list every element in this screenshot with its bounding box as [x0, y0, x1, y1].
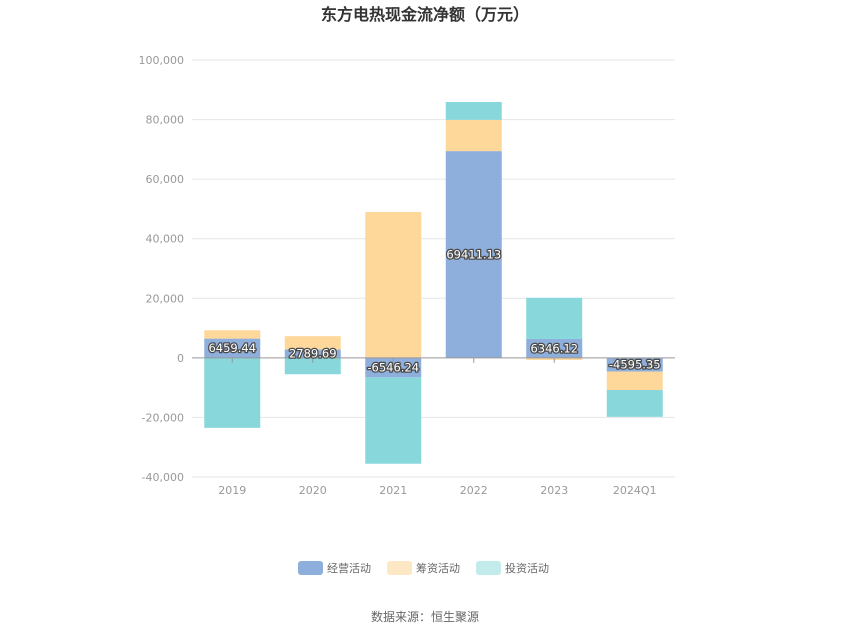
x-tick-label: 2021: [379, 484, 407, 497]
y-tick-label: 100,000: [139, 54, 185, 67]
legend: 经营活动 筹资活动 投资活动: [298, 561, 549, 575]
bar-segment: [204, 338, 261, 358]
bar-segment: [526, 297, 583, 339]
x-tick-label: 2022: [460, 484, 488, 497]
legend-label: 经营活动: [327, 561, 371, 575]
data-label: 69411.13: [446, 247, 501, 261]
legend-label: 筹资活动: [416, 561, 460, 575]
legend-label: 投资活动: [505, 561, 549, 575]
y-tick-label: 80,000: [146, 114, 185, 127]
y-tick-label: -20,000: [142, 411, 184, 424]
bar-segment: [606, 371, 663, 391]
bar-segment: [445, 151, 502, 358]
y-tick-label: 40,000: [146, 233, 185, 246]
x-tick-label: 2020: [299, 484, 327, 497]
chart-title: 东方电热现金流净额（万元）: [321, 5, 529, 24]
x-axis: [192, 357, 675, 363]
bar-segment: [284, 357, 341, 375]
legend-swatch: [476, 561, 501, 575]
bar-segment: [445, 101, 502, 120]
data-label: 6346.12: [530, 341, 578, 355]
bar-segment: [365, 211, 422, 358]
source-note: 数据来源：恒生聚源: [371, 609, 479, 624]
data-label: 2789.69: [289, 347, 337, 361]
y-axis-tick-labels: -40,000 -20,000 0 20,000 40,000 60,000 80,000 1…: [139, 54, 185, 484]
bar-segment: [284, 349, 341, 358]
bar-segment: [445, 119, 502, 152]
x-tick-label: 2023: [540, 484, 568, 497]
bar-stacks: [204, 101, 663, 464]
data-label: -4595.35: [609, 358, 661, 372]
bar-segment: [526, 338, 583, 358]
data-labels: 6459.44 2789.69 -6546.24 69411.13 6346.12 -45…: [207, 246, 662, 376]
data-label: 6459.44: [208, 341, 256, 355]
y-tick-label: -40,000: [142, 471, 184, 484]
y-tick-label: 60,000: [146, 173, 185, 186]
bar-segment: [204, 330, 261, 339]
data-label: -6546.24: [367, 361, 419, 375]
bar-segment: [365, 377, 422, 464]
bar-segment: [606, 390, 663, 417]
y-gridlines: [192, 59, 675, 478]
bar-segment: [284, 336, 341, 350]
legend-swatch: [298, 561, 323, 575]
x-tick-label: 2024Q1: [613, 484, 657, 497]
y-tick-label: 0: [177, 352, 184, 365]
x-tick-label: 2019: [218, 484, 246, 497]
y-tick-label: 20,000: [146, 292, 185, 305]
bar-segment: [606, 357, 663, 372]
x-axis-tick-labels: 2019 2020 2021 2022 2023 2024Q1: [218, 484, 656, 497]
bar-segment: [204, 357, 261, 428]
bar-segment: [365, 357, 422, 378]
legend-swatch: [387, 561, 412, 575]
